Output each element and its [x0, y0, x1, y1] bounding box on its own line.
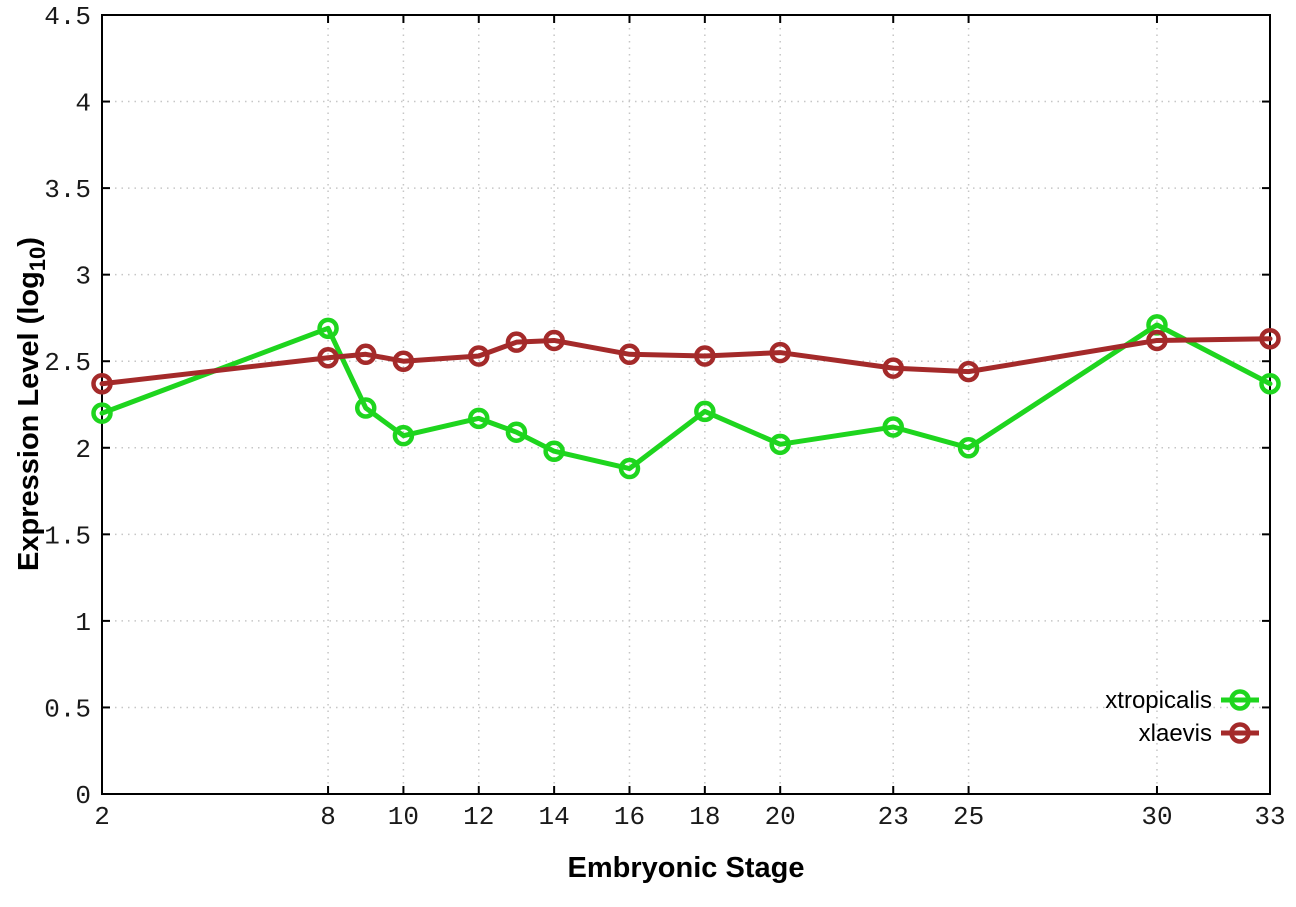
- marker-xtropicalis: [769, 433, 791, 456]
- x-tick-label: 20: [765, 802, 796, 832]
- x-tick-label: 18: [689, 802, 720, 832]
- y-axis-title: Expression Level (log10): [13, 237, 50, 571]
- marker-xlaevis: [957, 360, 980, 383]
- x-tick-label: 33: [1254, 802, 1285, 832]
- marker-xlaevis: [694, 345, 716, 367]
- x-tick-label: 23: [878, 802, 909, 832]
- y-tick-label: 4: [75, 89, 91, 119]
- plot-border: [101, 14, 1271, 795]
- y-tick-label: 0.5: [44, 694, 91, 724]
- y-tick-label: 2: [75, 435, 91, 465]
- marker-xtropicalis: [91, 402, 113, 424]
- x-axis-title: Embryonic Stage: [568, 852, 805, 884]
- marker-xtropicalis: [1259, 372, 1281, 395]
- marker-xtropicalis: [354, 397, 377, 419]
- marker-xlaevis: [468, 345, 490, 367]
- y-tick-label: 2.5: [44, 348, 91, 378]
- series-line-xtropicalis: [99, 322, 1273, 472]
- y-tick-label: 0: [75, 781, 91, 811]
- legend: xtropicalis xlaevis: [1105, 687, 1259, 747]
- x-tick-label: 2: [94, 802, 110, 832]
- x-tick-label: 8: [320, 802, 336, 832]
- marker-xtropicalis: [543, 440, 565, 462]
- marker-xlaevis: [91, 372, 113, 395]
- y-tick-label: 3.5: [44, 175, 91, 205]
- marker-xlaevis: [618, 343, 641, 366]
- x-tick-label: 14: [539, 802, 570, 832]
- marker-xlaevis: [317, 347, 339, 369]
- y-tick-label: 4.5: [44, 2, 91, 32]
- y-tick-label: 3: [75, 262, 91, 292]
- plot-area: 2 8 10 12 14 16 18 20 23 25 30 33 0 0.5 1 1.5 2 2.5 3 3.5 4 4…: [44, 2, 1285, 832]
- y-axis-title-subscript: 10: [25, 247, 50, 271]
- marker-xtropicalis: [317, 317, 339, 340]
- marker-xtropicalis: [505, 421, 528, 443]
- y-tick-label: 1: [75, 608, 91, 638]
- legend-label-xlaevis: xlaevis: [1139, 720, 1212, 747]
- legend-sample-marker-xlaevis: [1229, 722, 1251, 744]
- x-tick-label: 30: [1141, 802, 1172, 832]
- x-tick-label: 16: [614, 802, 645, 832]
- marker-xlaevis: [505, 331, 528, 353]
- marker-xlaevis: [882, 357, 904, 379]
- marker-xtropicalis: [957, 437, 980, 459]
- marker-xtropicalis: [468, 407, 490, 430]
- x-tick-label: 10: [388, 802, 419, 832]
- y-axis-title-suffix: ): [13, 237, 45, 247]
- marker-xlaevis: [769, 341, 791, 364]
- marker-xlaevis: [1259, 327, 1281, 350]
- y-tick-label: 1.5: [44, 521, 91, 551]
- legend-sample-marker-xtropicalis: [1229, 689, 1251, 711]
- marker-xlaevis: [354, 343, 377, 366]
- marker-xlaevis: [543, 329, 565, 352]
- legend-label-xtropicalis: xtropicalis: [1105, 687, 1212, 714]
- marker-xtropicalis: [694, 400, 716, 423]
- y-axis-title-prefix: Expression Level (log: [13, 271, 45, 571]
- x-tick-label: 12: [463, 802, 494, 832]
- marker-xtropicalis: [392, 424, 415, 447]
- marker-xlaevis: [1146, 329, 1168, 352]
- marker-xtropicalis: [882, 416, 904, 438]
- marker-xlaevis: [392, 350, 415, 372]
- x-tick-label: 25: [953, 802, 984, 832]
- marker-xtropicalis: [618, 457, 641, 480]
